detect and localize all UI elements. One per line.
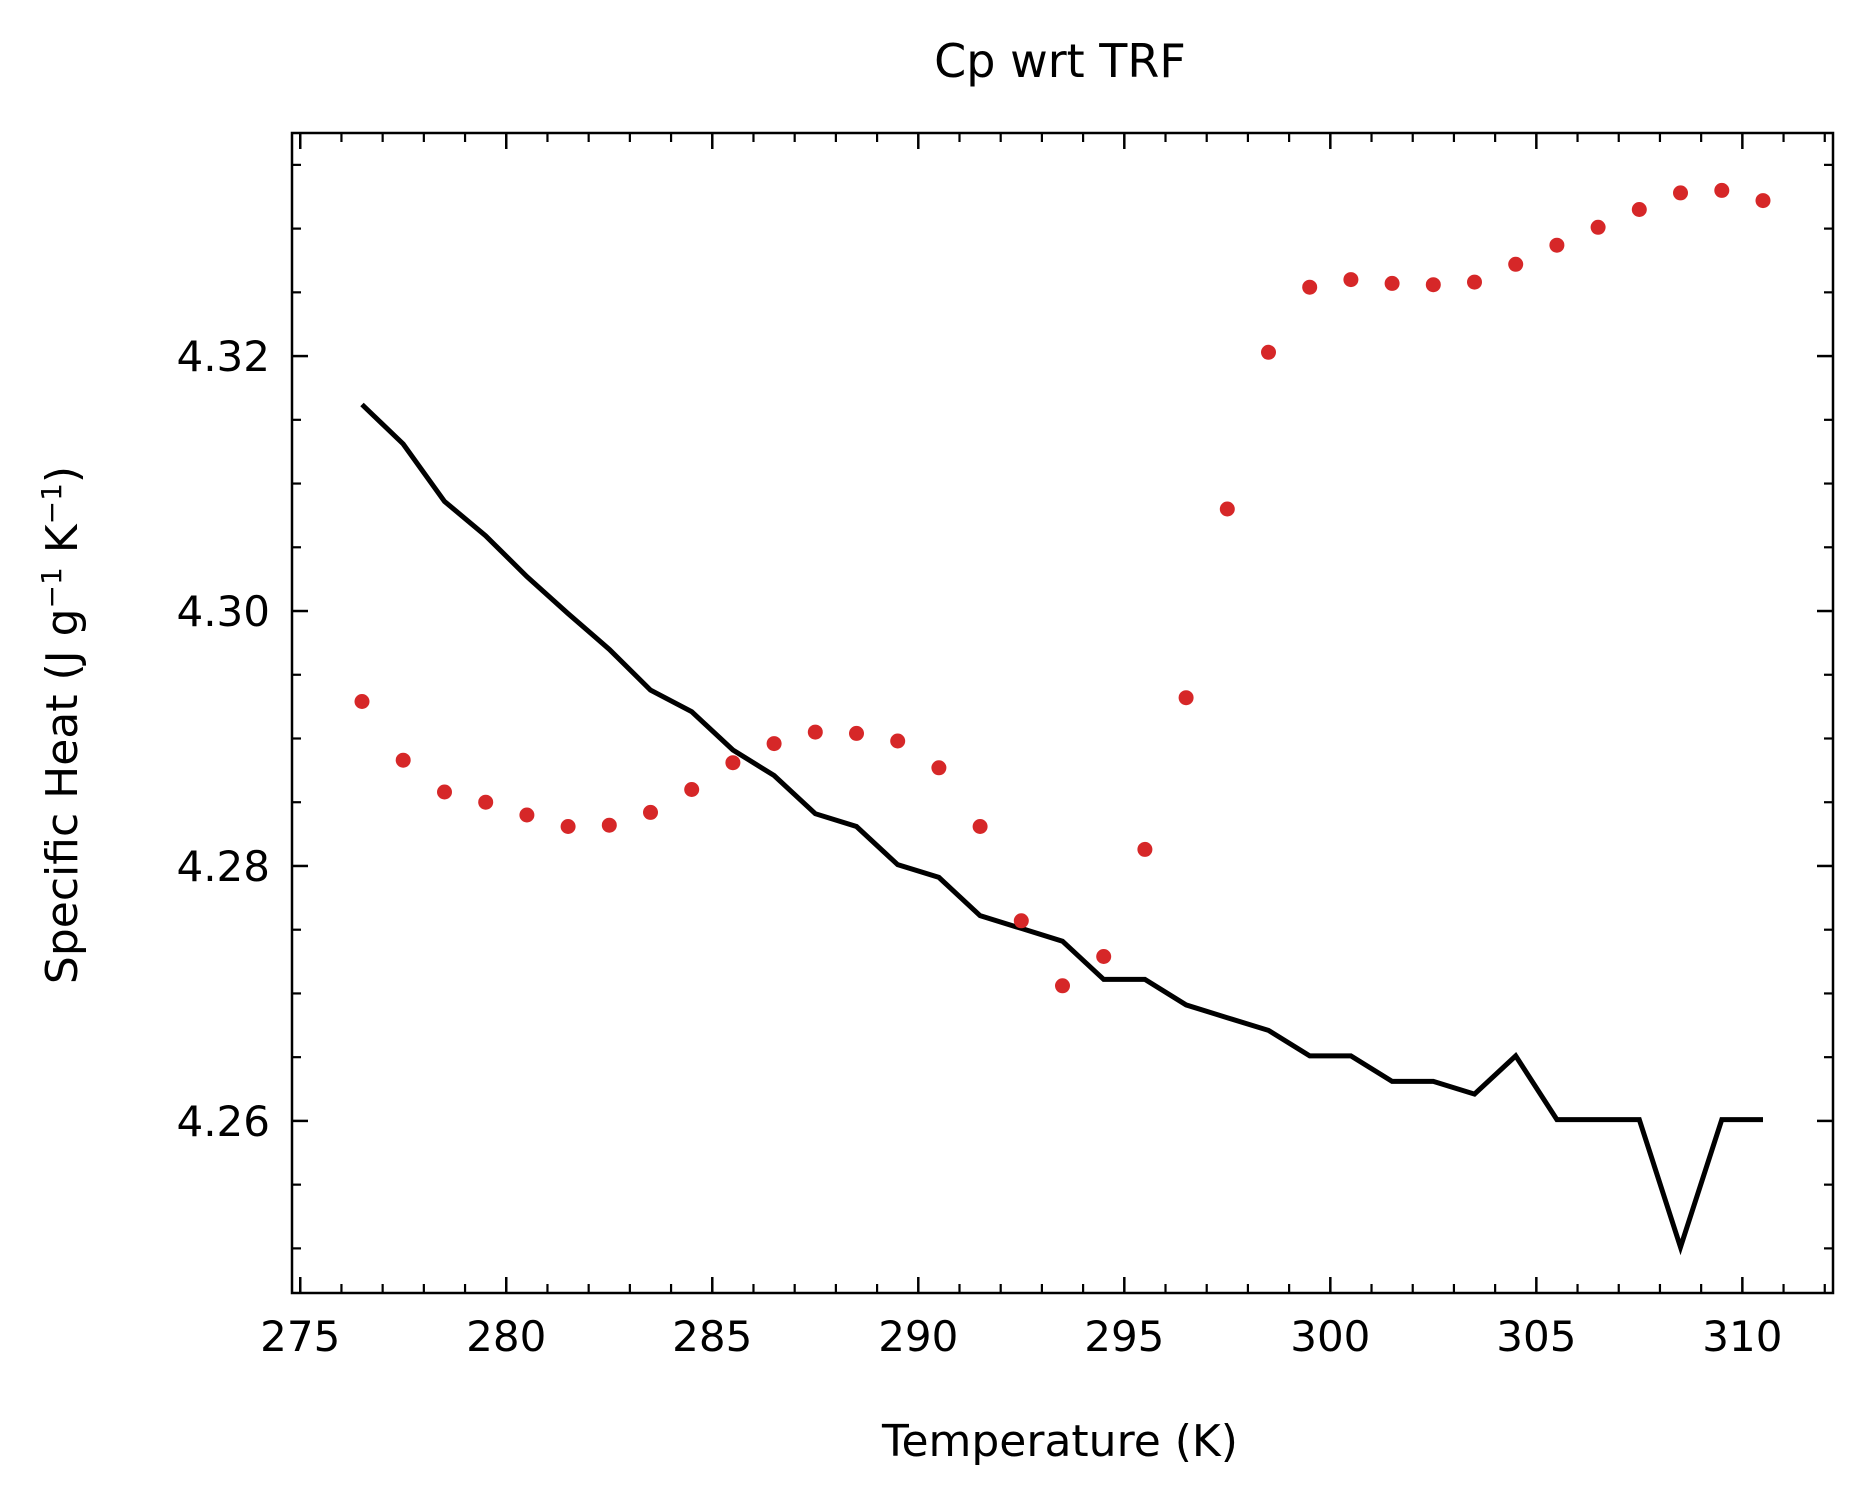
scatter-point bbox=[725, 755, 741, 771]
scatter-point bbox=[890, 733, 906, 749]
x-tick-label: 275 bbox=[260, 1312, 340, 1361]
scatter-point bbox=[1013, 913, 1029, 929]
scatter-point bbox=[1261, 344, 1276, 360]
y-axis-label-exponent-2: −1 bbox=[35, 483, 68, 524]
y-axis-label-unit-k: K bbox=[37, 523, 88, 567]
x-tick-label: 300 bbox=[1290, 1312, 1370, 1361]
x-tick-label: 305 bbox=[1496, 1312, 1576, 1361]
scatter-point bbox=[1137, 841, 1153, 857]
scatter-point bbox=[519, 807, 535, 823]
scatter-point bbox=[1384, 275, 1400, 291]
scatter-point bbox=[1508, 256, 1524, 272]
scatter-point bbox=[437, 784, 452, 800]
x-tick-label: 290 bbox=[878, 1312, 958, 1361]
y-tick-label: 4.32 bbox=[176, 332, 270, 381]
scatter-point bbox=[1219, 501, 1235, 517]
x-tick-label: 310 bbox=[1702, 1312, 1782, 1361]
scatter-point bbox=[601, 817, 617, 833]
scatter-point bbox=[1755, 193, 1771, 209]
y-axis-label-main: Specific Heat (J g bbox=[37, 608, 88, 984]
axis-tick-labels: 275 280 285 290 295 300 305 310 4.26 4.28 4.30 4.32 bbox=[176, 332, 1782, 1361]
y-tick-label: 4.30 bbox=[176, 587, 270, 636]
scatter-point bbox=[1549, 237, 1565, 253]
scatter-point bbox=[1096, 949, 1112, 964]
y-axis-label: Specific Heat (J g−1 K−1) bbox=[35, 466, 88, 984]
scatter-point bbox=[643, 804, 658, 820]
scatter-point bbox=[849, 725, 864, 741]
scatter-point bbox=[1631, 202, 1647, 217]
scatter-point bbox=[1055, 978, 1070, 994]
scatter-point bbox=[931, 760, 947, 776]
scatter-point bbox=[1178, 690, 1194, 706]
scatter-point bbox=[1714, 182, 1730, 198]
x-tick-label: 280 bbox=[466, 1312, 546, 1361]
x-tick-label: 295 bbox=[1084, 1312, 1164, 1361]
scatter-point bbox=[1343, 272, 1359, 288]
scatter-point bbox=[1302, 279, 1318, 295]
plot-area bbox=[354, 182, 1771, 1256]
scatter-point bbox=[478, 794, 494, 810]
scatter-point bbox=[395, 752, 411, 768]
scatter-point bbox=[1425, 277, 1441, 293]
scatter-point bbox=[684, 782, 700, 797]
scatter-point bbox=[354, 694, 370, 709]
scatter-point bbox=[1590, 219, 1606, 235]
y-axis-label-close: ) bbox=[37, 466, 88, 483]
x-tick-label: 285 bbox=[672, 1312, 752, 1361]
chart-title: Cp wrt TRF bbox=[934, 34, 1186, 88]
scatter-point bbox=[972, 819, 988, 834]
plot-frame bbox=[290, 131, 1835, 1295]
axis-ticks bbox=[292, 133, 1833, 1293]
series-line bbox=[360, 402, 1763, 1256]
scatter-point bbox=[560, 819, 576, 834]
scatter-point bbox=[1673, 185, 1688, 201]
scatter-point bbox=[1467, 274, 1482, 290]
x-axis-label: Temperature (K) bbox=[881, 1416, 1238, 1467]
y-tick-label: 4.26 bbox=[176, 1097, 270, 1146]
scatter-point bbox=[766, 736, 782, 752]
y-axis-label-exponent-1: −1 bbox=[35, 567, 68, 608]
y-tick-label: 4.28 bbox=[176, 842, 270, 891]
scatter-point bbox=[807, 724, 823, 740]
